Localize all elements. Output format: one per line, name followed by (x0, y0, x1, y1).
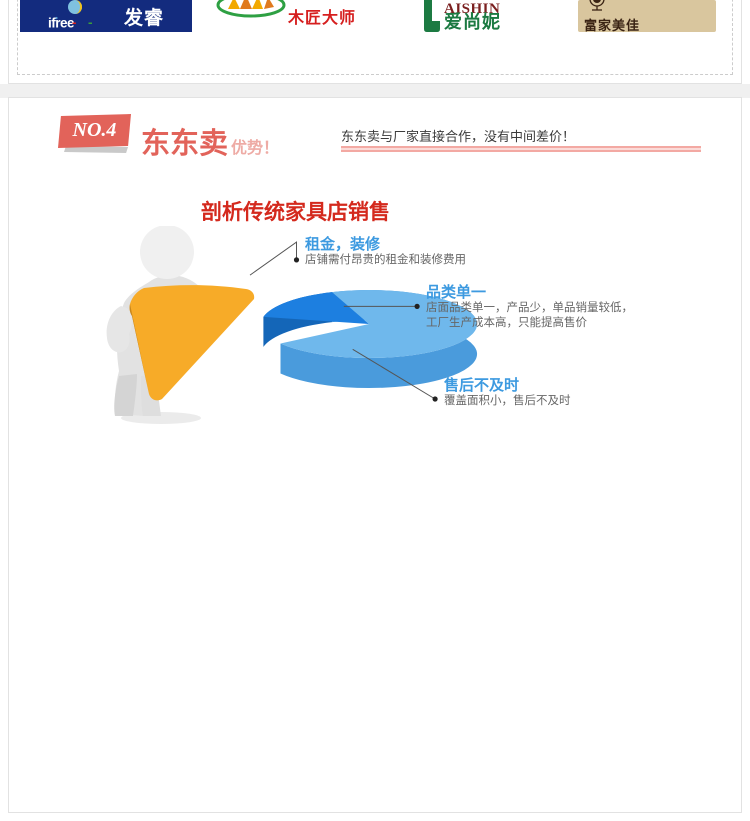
svg-text:ifree: ifree (48, 16, 75, 31)
